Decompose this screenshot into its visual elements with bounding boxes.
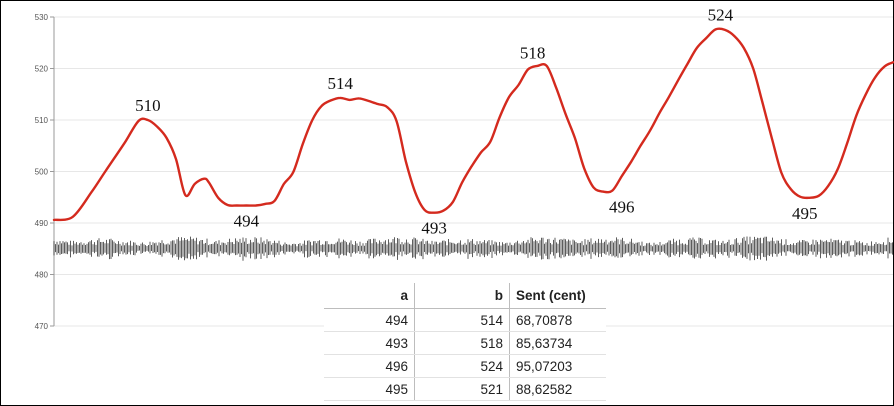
table-row: 496 524 95,07203 <box>324 354 606 378</box>
column-header-sent: Sent (cent) <box>509 283 606 309</box>
y-tick-label: 520 <box>35 65 49 74</box>
annotation-label: 524 <box>708 5 734 24</box>
audio-waveform <box>53 236 893 261</box>
table-row: 494 514 68,70878 <box>324 308 606 332</box>
cell-sent: 85,63734 <box>509 331 606 355</box>
cell-sent: 68,70878 <box>509 308 606 332</box>
cell-sent: 95,07203 <box>509 354 606 378</box>
y-axis-ticks: 530 520 510 500 490 480 470 <box>35 13 54 331</box>
annotation-label: 514 <box>327 74 353 93</box>
annotation-label: 493 <box>421 219 447 238</box>
annotation-label: 496 <box>609 198 635 217</box>
y-tick-label: 470 <box>35 322 49 331</box>
cell-b: 524 <box>414 354 510 378</box>
y-tick-label: 510 <box>35 116 49 125</box>
peak-labels: 510 494 514 493 518 496 524 495 <box>135 5 817 237</box>
y-tick-label: 500 <box>35 168 49 177</box>
cell-b: 518 <box>414 331 510 355</box>
annotation-label: 494 <box>234 211 260 230</box>
y-tick-label: 530 <box>35 13 49 22</box>
annotation-label: 518 <box>520 43 546 62</box>
table-header-row: a b Sent (cent) <box>324 283 606 309</box>
cell-a: 494 <box>324 308 415 332</box>
cell-sent: 88,62582 <box>509 377 606 401</box>
cell-b: 514 <box>414 308 510 332</box>
cell-a: 496 <box>324 354 415 378</box>
waveform-trace <box>53 236 893 261</box>
y-tick-label: 480 <box>35 271 49 280</box>
y-tick-label: 490 <box>35 219 49 228</box>
cents-table: a b Sent (cent) 494 514 68,70878 493 518… <box>324 283 606 401</box>
annotation-label: 495 <box>792 204 818 223</box>
cell-a: 493 <box>324 331 415 355</box>
cell-b: 521 <box>414 377 510 401</box>
table-row: 495 521 88,62582 <box>324 377 606 401</box>
cell-a: 495 <box>324 377 415 401</box>
series-line <box>52 27 894 222</box>
annotation-label: 510 <box>135 96 161 115</box>
table-row: 493 518 85,63734 <box>324 331 606 355</box>
column-header-a: a <box>324 283 415 309</box>
column-header-b: b <box>414 283 510 309</box>
